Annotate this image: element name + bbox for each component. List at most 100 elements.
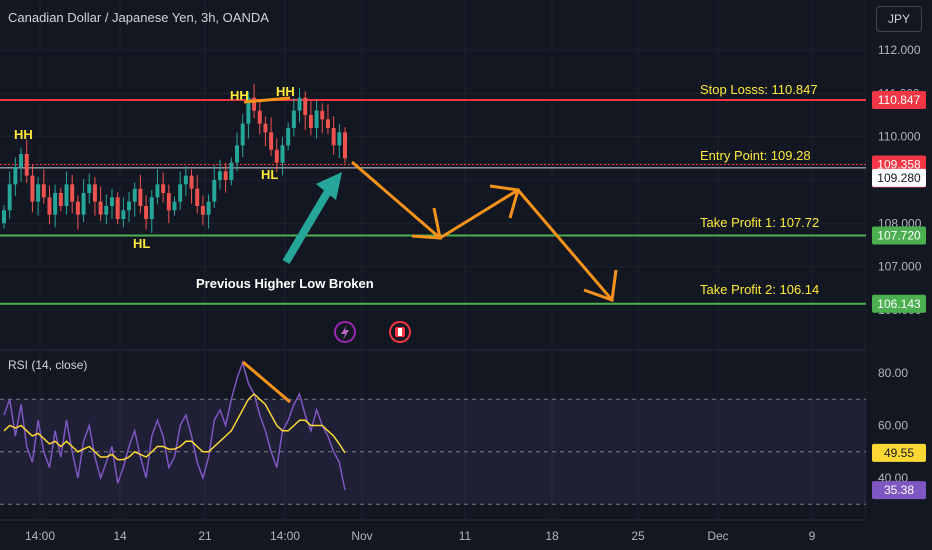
- price-levels: [0, 98, 866, 305]
- candle-body: [41, 184, 46, 198]
- time-axis[interactable]: 14:00 14 21 14:00 Nov 11 18 25 Dec 9: [25, 529, 816, 543]
- flag-center-icon: [398, 328, 402, 336]
- candle-body: [212, 180, 217, 202]
- arrow-head-2-icon: [489, 184, 520, 219]
- candle-body: [24, 154, 29, 176]
- candle-body: [178, 184, 183, 202]
- candle-body: [229, 162, 234, 180]
- candle-body: [155, 184, 160, 198]
- rsi-tick-label: 60.00: [878, 419, 908, 433]
- candle-body: [13, 167, 18, 185]
- entry-badge-text: 109.280: [877, 171, 921, 185]
- candle-body: [2, 210, 6, 224]
- entry-badge[interactable]: [872, 168, 926, 187]
- time-tick-label: 14:00: [25, 529, 55, 543]
- candle-body: [47, 197, 52, 215]
- drawings: [243, 96, 618, 303]
- tp2-badge-text: 106.143: [877, 297, 921, 311]
- candle-body: [297, 97, 302, 111]
- hl-label: HL: [133, 236, 150, 251]
- candle-body: [206, 201, 211, 215]
- arrow-head-1-icon: [411, 207, 442, 240]
- last-price-badge-text: 109.358: [877, 157, 921, 171]
- callout-arrow-shaft: [282, 185, 334, 265]
- candle-body: [144, 206, 149, 219]
- candle-body: [195, 188, 200, 206]
- candle-body: [81, 193, 86, 215]
- hl-label: HL: [261, 167, 278, 182]
- candle-body: [263, 123, 268, 133]
- candle-body: [75, 201, 80, 215]
- candle-body: [98, 201, 103, 215]
- time-tick-label: 21: [198, 529, 212, 543]
- candle-body: [104, 206, 109, 215]
- tp1-badge-text: 107.720: [877, 228, 921, 242]
- currency-button[interactable]: JPY: [876, 6, 922, 32]
- candle-body: [58, 193, 63, 206]
- candle-body: [53, 193, 58, 215]
- candle-body: [257, 110, 262, 124]
- callout-arrow-head-icon: [316, 172, 342, 200]
- candle-body: [320, 110, 325, 120]
- rsi-tick-label: 80.00: [878, 366, 908, 380]
- rsi-ma-line: [3, 392, 346, 461]
- rsi-line: [3, 360, 346, 491]
- candle-body: [92, 184, 97, 202]
- candle-body: [286, 128, 291, 146]
- event-icons: [334, 321, 411, 343]
- candle-body: [246, 97, 251, 124]
- candle-body: [183, 175, 188, 185]
- candle-body: [280, 145, 285, 163]
- rsi-divergence-line: [242, 360, 291, 404]
- candle-body: [161, 184, 166, 193]
- time-tick-label: 9: [809, 529, 816, 543]
- tp1-label: Take Profit 1: 107.72: [700, 215, 819, 230]
- candle-body: [127, 201, 132, 211]
- price-tick-label: 110.000: [878, 130, 921, 144]
- time-tick-label: 14:00: [270, 529, 300, 543]
- rsi-ma-badge: [872, 443, 926, 462]
- candle-body: [331, 128, 336, 146]
- time-tick-label: 11: [459, 529, 472, 543]
- candle-body: [7, 184, 12, 211]
- candle-body: [30, 175, 35, 202]
- candle-body: [337, 132, 342, 146]
- candle-body: [36, 184, 41, 202]
- candle-body: [132, 188, 137, 202]
- candle-body: [64, 184, 69, 206]
- candle-body: [121, 210, 126, 219]
- chart-title: Canadian Dollar / Japanese Yen, 3h, OAND…: [8, 10, 269, 25]
- candle-body: [19, 154, 24, 167]
- candle-body: [291, 110, 296, 128]
- time-tick-label: 25: [631, 529, 645, 543]
- tp2-label: Take Profit 2: 106.14: [700, 282, 819, 297]
- stop-loss-badge[interactable]: [872, 90, 926, 109]
- time-tick-label: 14: [113, 529, 127, 543]
- candle-body: [223, 171, 228, 180]
- rsi-title: RSI (14, close): [8, 358, 88, 372]
- tp1-badge[interactable]: [872, 226, 926, 245]
- stop-loss-badge-text: 110.847: [878, 93, 921, 107]
- candle-body: [200, 206, 205, 215]
- rsi-badge: [872, 481, 926, 500]
- tp2-badge[interactable]: [872, 294, 926, 313]
- rsi-pane: [0, 360, 866, 505]
- price-axis[interactable]: 112.000111.000110.000109.000108.000107.0…: [866, 0, 932, 550]
- candle-body: [87, 184, 92, 193]
- candle-body: [235, 145, 240, 163]
- lightning-glyph-icon: [341, 325, 349, 340]
- candle-body: [166, 193, 171, 211]
- projection-path[interactable]: [351, 160, 614, 301]
- rsi-ma-badge-text: 49.55: [884, 446, 914, 460]
- candle-body: [274, 149, 279, 163]
- candle-body: [269, 132, 274, 150]
- rsi-badge-text: 35.38: [884, 483, 914, 497]
- candle-body: [252, 97, 257, 111]
- time-tick-label: Dec: [707, 529, 728, 543]
- candle-body: [343, 132, 347, 159]
- entry-label: Entry Point: 109.28: [700, 148, 811, 163]
- time-tick-label: Nov: [351, 529, 372, 543]
- candle-body: [138, 188, 143, 206]
- price-tick-label: 107.000: [878, 260, 922, 274]
